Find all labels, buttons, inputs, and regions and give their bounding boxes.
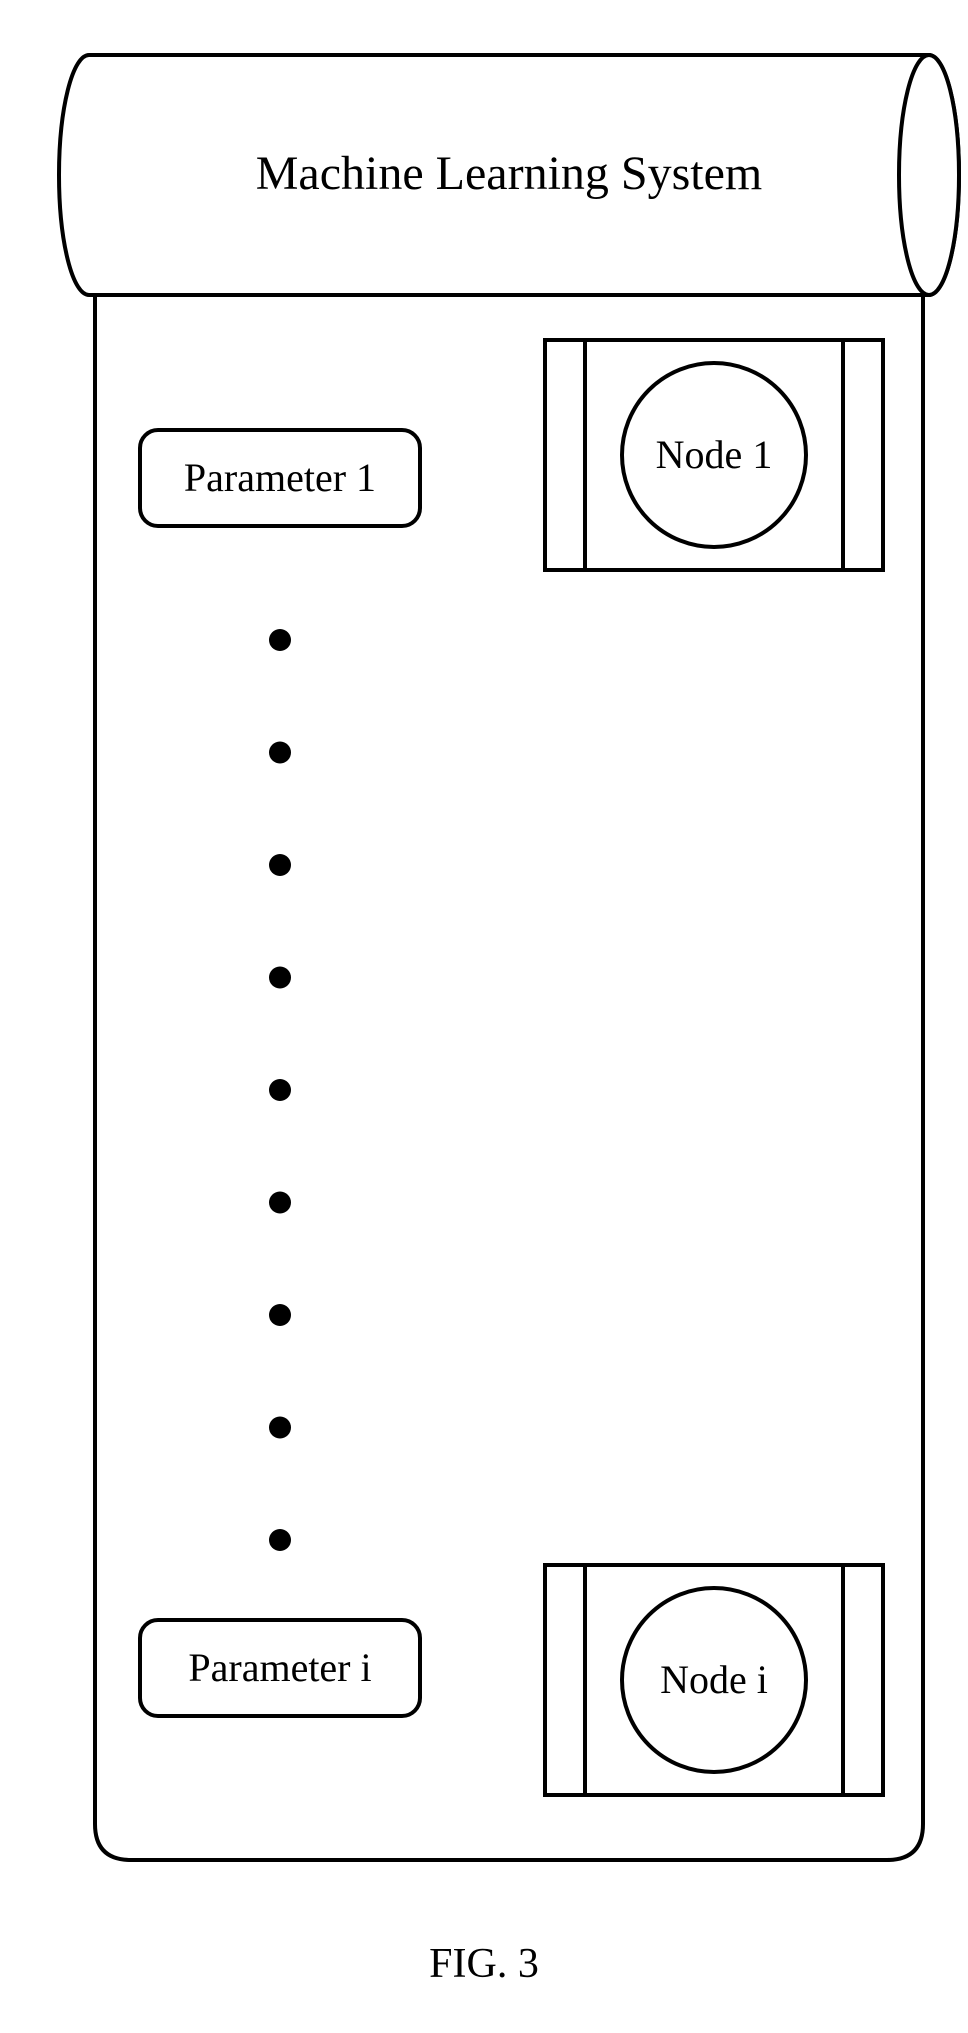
parameter-i-label: Parameter i (140, 1644, 420, 1691)
node-i-label: Node i (545, 1656, 883, 1703)
system-title: Machine Learning System (59, 146, 959, 201)
figure-caption: FIG. 3 (0, 1940, 968, 1988)
node-1-label: Node 1 (545, 431, 883, 478)
diagram-container: Machine Learning System Parameter 1 Para… (0, 0, 968, 2033)
diagram-svg (0, 0, 968, 2033)
parameter-1-label: Parameter 1 (140, 454, 420, 501)
